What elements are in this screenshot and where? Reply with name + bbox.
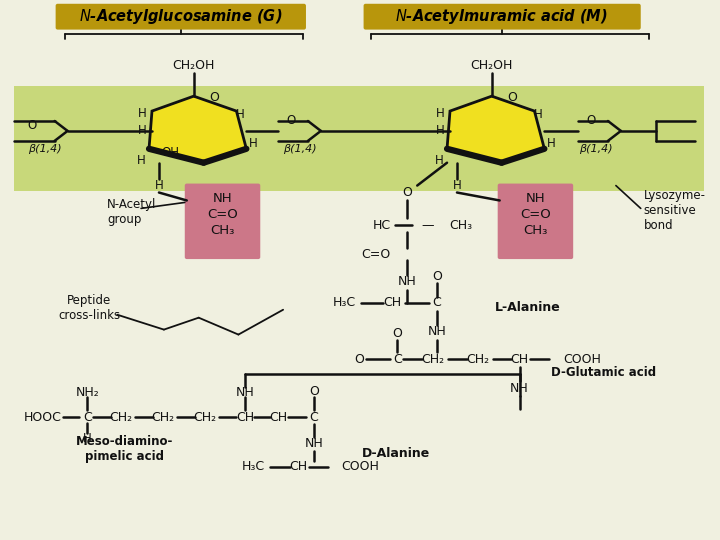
Text: HOOC: HOOC [24,410,62,423]
Text: β(1,4): β(1,4) [579,144,613,154]
FancyBboxPatch shape [498,184,573,259]
Text: C=O: C=O [207,208,238,221]
Text: CH₂OH: CH₂OH [173,59,215,72]
Text: COOH: COOH [563,353,601,366]
Text: H: H [236,107,245,120]
Text: CH₂: CH₂ [109,410,132,423]
Text: C=O: C=O [520,208,551,221]
Text: CH: CH [383,296,402,309]
Text: $N$-Acetylglucosamine (G): $N$-Acetylglucosamine (G) [79,7,282,26]
Text: NH: NH [212,192,233,205]
Text: Peptide
cross-links: Peptide cross-links [58,294,120,322]
Text: β(1,4): β(1,4) [28,144,61,154]
Polygon shape [447,96,544,163]
Text: H: H [249,137,258,150]
Polygon shape [149,96,246,163]
Text: O: O [27,119,37,132]
Text: O: O [355,353,364,366]
Text: O: O [402,186,413,199]
Text: O: O [287,114,296,127]
Text: NH: NH [510,382,529,395]
Text: H: H [436,124,444,137]
Text: CH₂: CH₂ [193,410,216,423]
FancyBboxPatch shape [55,4,306,30]
Text: CH₃: CH₃ [523,224,548,237]
Text: O: O [309,384,319,397]
Text: —: — [421,219,433,232]
Text: O: O [392,327,402,340]
Text: NH: NH [398,275,417,288]
Text: H: H [83,433,91,446]
Text: H: H [435,154,444,167]
Text: Meso-diamino-
pimelic acid: Meso-diamino- pimelic acid [76,435,173,463]
Text: H: H [155,179,163,192]
Text: OH: OH [162,146,180,159]
Text: C: C [433,296,441,309]
Text: NH: NH [526,192,545,205]
Text: NH: NH [428,325,446,338]
Text: CH₃: CH₃ [210,224,235,237]
Text: H: H [138,124,146,137]
Text: C=O: C=O [361,248,390,261]
Text: CH: CH [289,460,307,473]
Text: H: H [534,107,543,120]
FancyBboxPatch shape [364,4,641,30]
Text: NH: NH [305,437,323,450]
Text: NH₂: NH₂ [76,386,99,399]
Text: D-Alanine: D-Alanine [361,447,430,460]
Text: H: H [137,154,145,167]
Text: CH₂: CH₂ [151,410,174,423]
Text: CH₂: CH₂ [421,353,445,366]
Text: H: H [547,137,556,150]
Text: CH: CH [510,353,528,366]
Text: C: C [83,410,91,423]
Text: H₃C: H₃C [333,296,356,309]
Text: H: H [138,106,146,119]
Text: O: O [587,114,595,127]
Text: COOH: COOH [342,460,379,473]
Text: D-Glutamic acid: D-Glutamic acid [552,366,657,379]
Text: H: H [436,106,444,119]
Text: C: C [393,353,402,366]
Text: $N$-Acetylmuramic acid (M): $N$-Acetylmuramic acid (M) [395,7,608,26]
Text: NH: NH [236,386,255,399]
Text: O: O [210,91,220,104]
Text: CH₂OH: CH₂OH [471,59,513,72]
Text: H₃C: H₃C [242,460,265,473]
Text: O: O [508,91,518,104]
Text: L-Alanine: L-Alanine [495,301,560,314]
FancyBboxPatch shape [185,184,260,259]
Text: CH₂: CH₂ [467,353,490,366]
Text: Lysozyme-
sensitive
bond: Lysozyme- sensitive bond [644,189,706,232]
Text: β(1,4): β(1,4) [283,144,317,154]
Text: CH: CH [269,410,287,423]
Text: CH: CH [236,410,254,423]
Bar [14,86,704,191]
Text: C: C [310,410,318,423]
Text: H: H [453,179,462,192]
Text: N-Acetyl
group: N-Acetyl group [107,198,157,226]
Text: O: O [432,271,442,284]
Text: HC: HC [372,219,390,232]
Text: CH₃: CH₃ [449,219,472,232]
